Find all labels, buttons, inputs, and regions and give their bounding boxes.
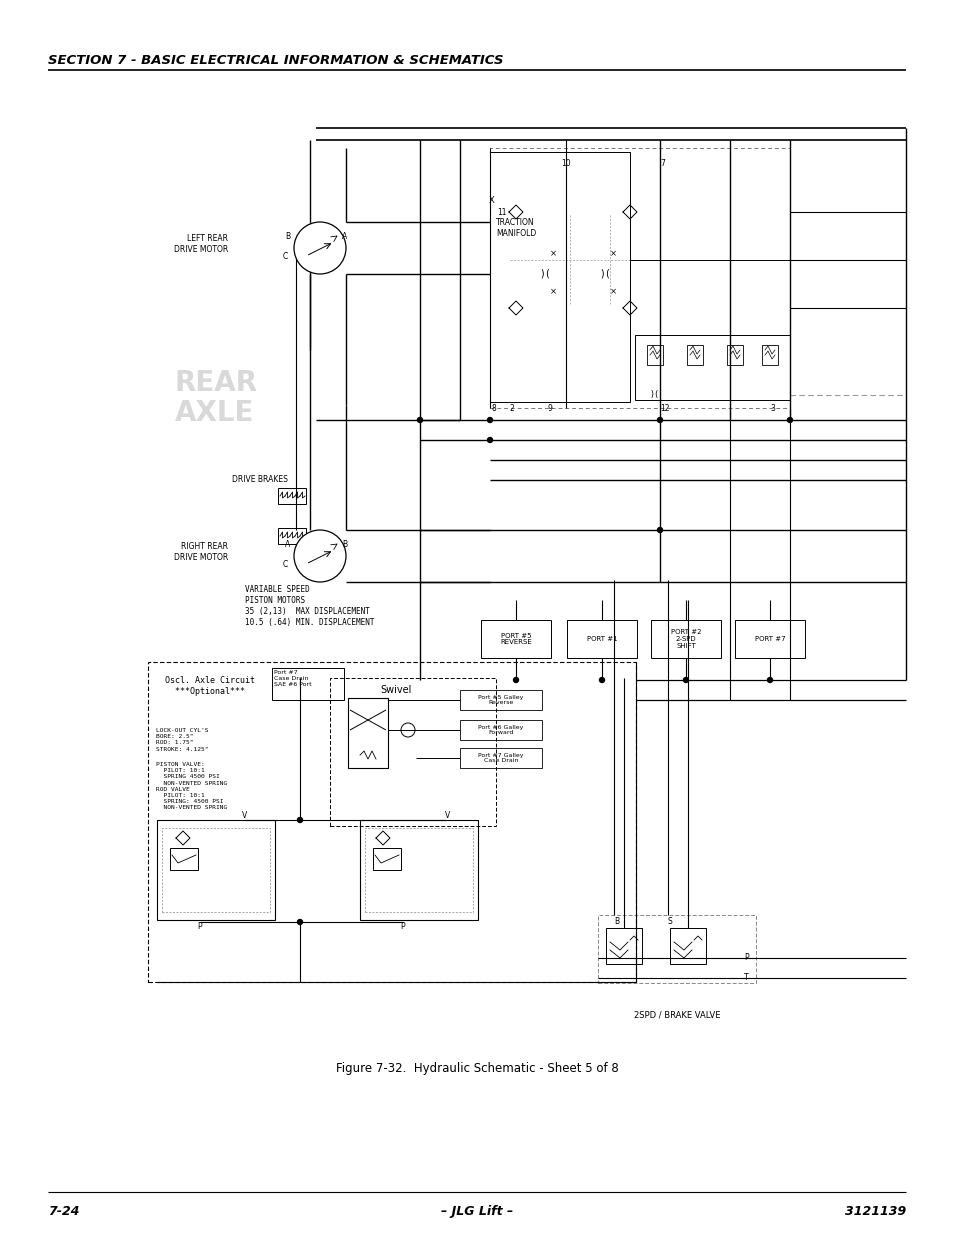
Text: PORT #2
2-SPD
SHIFT: PORT #2 2-SPD SHIFT	[670, 629, 700, 650]
Text: V: V	[444, 811, 450, 820]
Circle shape	[657, 527, 661, 532]
Circle shape	[400, 722, 415, 737]
Text: Port #7
Case Drain
SAE #6 Port: Port #7 Case Drain SAE #6 Port	[274, 671, 312, 688]
Text: TRACTION
MANIFOLD: TRACTION MANIFOLD	[496, 219, 536, 238]
Text: V: V	[242, 811, 247, 820]
Bar	[330, 678, 496, 826]
Bar	[359, 820, 477, 920]
Bar	[734, 620, 804, 658]
Text: 3121139: 3121139	[843, 1205, 905, 1218]
Text: P: P	[400, 923, 405, 931]
Bar	[490, 148, 789, 408]
Bar	[566, 620, 637, 658]
Text: REAR
AXLE: REAR AXLE	[174, 369, 258, 427]
Text: B: B	[614, 918, 618, 926]
Circle shape	[294, 222, 346, 274]
Text: B: B	[341, 540, 347, 550]
Bar	[277, 488, 306, 504]
Circle shape	[682, 678, 688, 683]
Bar	[480, 620, 551, 658]
Bar	[650, 620, 720, 658]
Bar	[148, 662, 636, 982]
Text: LOCK-OUT CYL'S
BORE: 2.5"
ROD: 1.75"
STROKE: 4.125": LOCK-OUT CYL'S BORE: 2.5" ROD: 1.75" STR…	[156, 727, 209, 752]
Text: S: S	[667, 918, 672, 926]
Text: 2: 2	[510, 404, 515, 412]
Bar	[459, 748, 541, 768]
Text: 7-24: 7-24	[48, 1205, 79, 1218]
Text: – JLG Lift –: – JLG Lift –	[440, 1205, 513, 1218]
Bar	[459, 690, 541, 710]
Text: PORT #7: PORT #7	[754, 636, 784, 642]
Circle shape	[767, 678, 772, 683]
Text: Port #7 Galley
Case Drain: Port #7 Galley Case Drain	[477, 752, 523, 763]
Text: A: A	[284, 540, 290, 550]
Bar	[459, 720, 541, 740]
Text: RIGHT REAR
DRIVE MOTOR: RIGHT REAR DRIVE MOTOR	[173, 542, 228, 562]
Text: PORT #1: PORT #1	[586, 636, 617, 642]
Text: PORT #5
REVERSE: PORT #5 REVERSE	[499, 632, 532, 646]
Bar	[635, 335, 789, 400]
Text: ×: ×	[609, 287, 616, 296]
Bar	[348, 698, 388, 768]
Bar	[726, 345, 742, 366]
Text: 3: 3	[769, 404, 774, 412]
Circle shape	[294, 530, 346, 582]
Text: Oscl. Axle Circuit
  ***Optional***: Oscl. Axle Circuit ***Optional***	[165, 676, 254, 697]
Text: VARIABLE SPEED
PISTON MOTORS
35 (2,13)  MAX DISPLACEMENT
10.5 (.64) MIN. DISPLAC: VARIABLE SPEED PISTON MOTORS 35 (2,13) M…	[245, 585, 375, 627]
Text: 10: 10	[560, 159, 570, 168]
Text: DRIVE BRAKES: DRIVE BRAKES	[232, 475, 288, 484]
Text: A: A	[341, 232, 347, 241]
Bar	[365, 827, 473, 911]
Bar	[162, 827, 270, 911]
Text: B: B	[285, 232, 290, 241]
Circle shape	[487, 417, 492, 422]
Circle shape	[657, 417, 661, 422]
Bar	[277, 529, 306, 543]
Text: 9: 9	[547, 404, 553, 412]
Bar	[646, 345, 662, 366]
Bar	[669, 927, 705, 965]
Bar	[373, 848, 400, 869]
Circle shape	[598, 678, 604, 683]
Bar	[170, 848, 198, 869]
Text: P: P	[743, 953, 748, 962]
Text: ×: ×	[549, 287, 556, 296]
Text: ×: ×	[549, 249, 556, 258]
Text: 8: 8	[492, 404, 497, 412]
Bar	[686, 345, 702, 366]
Circle shape	[513, 678, 518, 683]
Bar	[605, 927, 641, 965]
Circle shape	[417, 417, 422, 422]
Text: 11: 11	[497, 207, 506, 217]
Text: SECTION 7 - BASIC ELECTRICAL INFORMATION & SCHEMATICS: SECTION 7 - BASIC ELECTRICAL INFORMATION…	[48, 54, 503, 67]
Text: PISTON VALVE:
  PILOT: 10:1
  SPRING 4500 PSI
  NON-VENTED SPRING
ROD VALVE
  PI: PISTON VALVE: PILOT: 10:1 SPRING 4500 PS…	[156, 762, 227, 810]
Text: 7: 7	[659, 159, 665, 168]
Text: 2SPD / BRAKE VALVE: 2SPD / BRAKE VALVE	[633, 1010, 720, 1019]
Text: LEFT REAR
DRIVE MOTOR: LEFT REAR DRIVE MOTOR	[173, 233, 228, 254]
Circle shape	[487, 437, 492, 442]
Text: Port #5 Galley
Reverse: Port #5 Galley Reverse	[477, 694, 523, 705]
Circle shape	[297, 818, 302, 823]
Text: )(: )(	[598, 268, 610, 278]
Text: C: C	[282, 252, 288, 261]
Text: Swivel: Swivel	[379, 685, 411, 695]
Text: C: C	[282, 559, 288, 569]
Bar	[761, 345, 778, 366]
Bar	[490, 152, 629, 403]
Text: )(: )(	[538, 268, 550, 278]
Text: Figure 7-32.  Hydraulic Schematic - Sheet 5 of 8: Figure 7-32. Hydraulic Schematic - Sheet…	[335, 1062, 618, 1074]
Text: Port #6 Galley
Forward: Port #6 Galley Forward	[477, 725, 523, 735]
Text: X: X	[489, 196, 495, 205]
Text: P: P	[197, 923, 202, 931]
Bar	[598, 915, 755, 983]
Bar	[272, 668, 344, 700]
Bar	[157, 820, 274, 920]
Text: ×: ×	[609, 249, 616, 258]
Text: 12: 12	[659, 404, 669, 412]
Text: T: T	[743, 973, 748, 983]
Circle shape	[786, 417, 792, 422]
Circle shape	[297, 920, 302, 925]
Text: )(: )(	[649, 390, 659, 399]
